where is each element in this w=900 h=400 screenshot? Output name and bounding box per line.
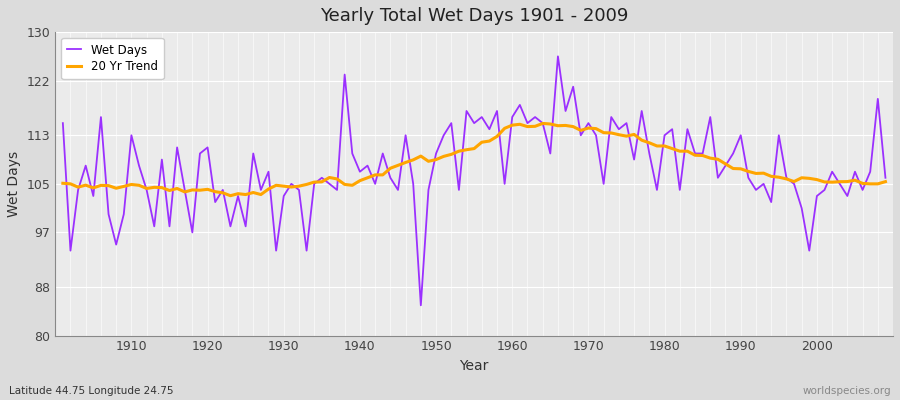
20 Yr Trend bbox=[515, 122, 526, 127]
20 Yr Trend bbox=[58, 181, 68, 186]
Wet Days bbox=[515, 102, 526, 107]
Text: worldspecies.org: worldspecies.org bbox=[803, 386, 891, 396]
Wet Days bbox=[58, 121, 68, 126]
Wet Days bbox=[416, 303, 427, 308]
20 Yr Trend bbox=[880, 179, 891, 184]
20 Yr Trend bbox=[225, 193, 236, 198]
20 Yr Trend bbox=[339, 182, 350, 187]
20 Yr Trend bbox=[507, 123, 517, 128]
20 Yr Trend bbox=[537, 121, 548, 126]
Wet Days bbox=[507, 115, 517, 120]
Legend: Wet Days, 20 Yr Trend: Wet Days, 20 Yr Trend bbox=[61, 38, 164, 79]
Wet Days bbox=[614, 127, 625, 132]
Text: Latitude 44.75 Longitude 24.75: Latitude 44.75 Longitude 24.75 bbox=[9, 386, 174, 396]
Title: Yearly Total Wet Days 1901 - 2009: Yearly Total Wet Days 1901 - 2009 bbox=[320, 7, 628, 25]
Line: 20 Yr Trend: 20 Yr Trend bbox=[63, 124, 886, 196]
Wet Days bbox=[119, 212, 130, 217]
20 Yr Trend bbox=[614, 132, 625, 137]
Wet Days bbox=[286, 182, 297, 186]
Wet Days bbox=[880, 175, 891, 180]
X-axis label: Year: Year bbox=[460, 359, 489, 373]
Wet Days bbox=[553, 54, 563, 59]
20 Yr Trend bbox=[119, 184, 130, 189]
Y-axis label: Wet Days: Wet Days bbox=[7, 151, 21, 217]
20 Yr Trend bbox=[293, 184, 304, 188]
Line: Wet Days: Wet Days bbox=[63, 56, 886, 305]
Wet Days bbox=[331, 188, 342, 192]
